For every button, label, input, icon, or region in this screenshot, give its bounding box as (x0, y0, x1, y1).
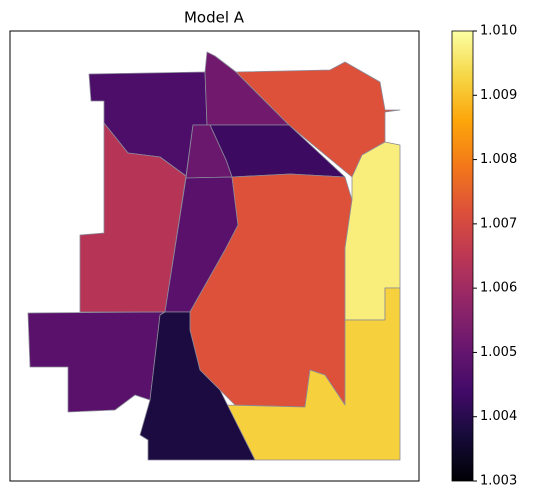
region (139, 311, 256, 461)
colorbar-tick-label: 1.003 (480, 474, 517, 489)
colorbar-tick-label: 1.006 (480, 281, 517, 296)
colorbar-tick-label: 1.008 (480, 152, 517, 167)
colorbar-tick-label: 1.004 (480, 409, 517, 424)
colorbar-tick-label: 1.007 (480, 216, 517, 231)
region (185, 124, 233, 179)
chart-title: Model A (184, 9, 245, 27)
region (235, 61, 401, 178)
map-frame (9, 30, 420, 482)
colorbar-tick-label: 1.005 (480, 345, 517, 360)
colorbar-tick-label: 1.009 (480, 88, 517, 103)
region (27, 311, 166, 413)
colorbar (451, 30, 474, 482)
colorbar-tick-label: 1.010 (480, 24, 517, 39)
